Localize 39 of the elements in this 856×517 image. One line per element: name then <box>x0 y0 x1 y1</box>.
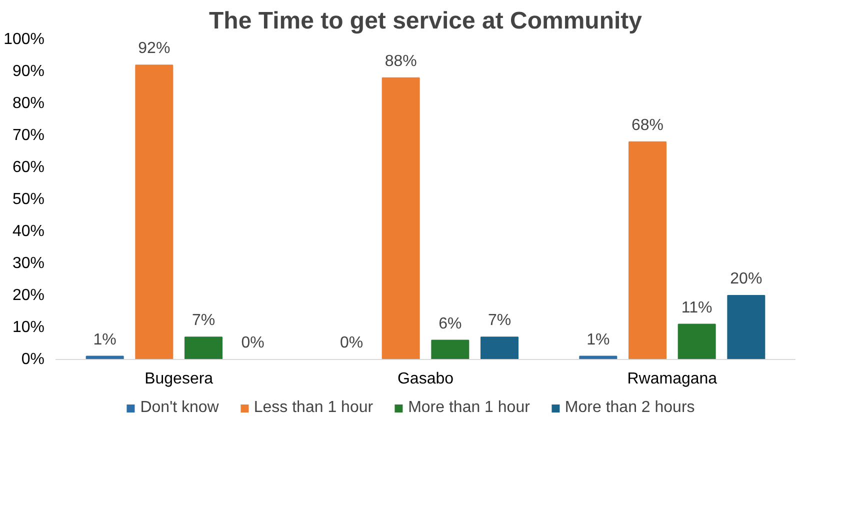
bar <box>184 336 222 360</box>
legend-label: Less than 1 hour <box>254 399 374 417</box>
data-label: 20% <box>730 270 762 288</box>
data-label: 1% <box>93 331 116 348</box>
data-label: 92% <box>138 40 170 58</box>
bar <box>382 77 420 360</box>
x-tick-label: Bugesera <box>144 370 214 388</box>
y-tick-label: 70% <box>12 127 45 144</box>
data-label: 11% <box>681 299 712 316</box>
y-tick-label: 20% <box>12 287 45 304</box>
y-tick-label: 80% <box>12 95 45 112</box>
data-label: 7% <box>488 312 512 330</box>
y-tick-label: 100% <box>4 31 44 48</box>
bar <box>135 64 174 360</box>
y-tick-label: 40% <box>12 223 45 240</box>
legend-label: More than 1 hour <box>408 399 530 417</box>
bar <box>431 340 470 360</box>
chart-title: The Time to get service at Community <box>209 8 643 34</box>
bar <box>678 324 716 360</box>
data-label: 0% <box>340 334 364 352</box>
legend-label: Don't know <box>140 399 219 417</box>
x-tick-label: Gasabo <box>397 370 454 388</box>
bar <box>480 336 518 360</box>
data-label: 1% <box>586 331 610 348</box>
y-tick-label: 50% <box>12 191 45 208</box>
y-tick-label: 10% <box>12 319 45 336</box>
data-label: 6% <box>438 315 462 332</box>
legend-label: More than 2 hours <box>564 399 695 417</box>
bar <box>628 141 666 360</box>
bar <box>727 295 766 360</box>
data-label: 7% <box>192 312 216 330</box>
y-tick-label: 30% <box>12 255 45 272</box>
y-tick-label: 0% <box>21 351 44 368</box>
y-tick-label: 90% <box>12 63 45 80</box>
data-label: 0% <box>241 334 264 352</box>
data-label: 88% <box>384 52 417 70</box>
y-tick-label: 60% <box>12 159 45 176</box>
x-tick-label: Rwamagana <box>627 370 718 388</box>
data-label: 68% <box>631 116 664 134</box>
